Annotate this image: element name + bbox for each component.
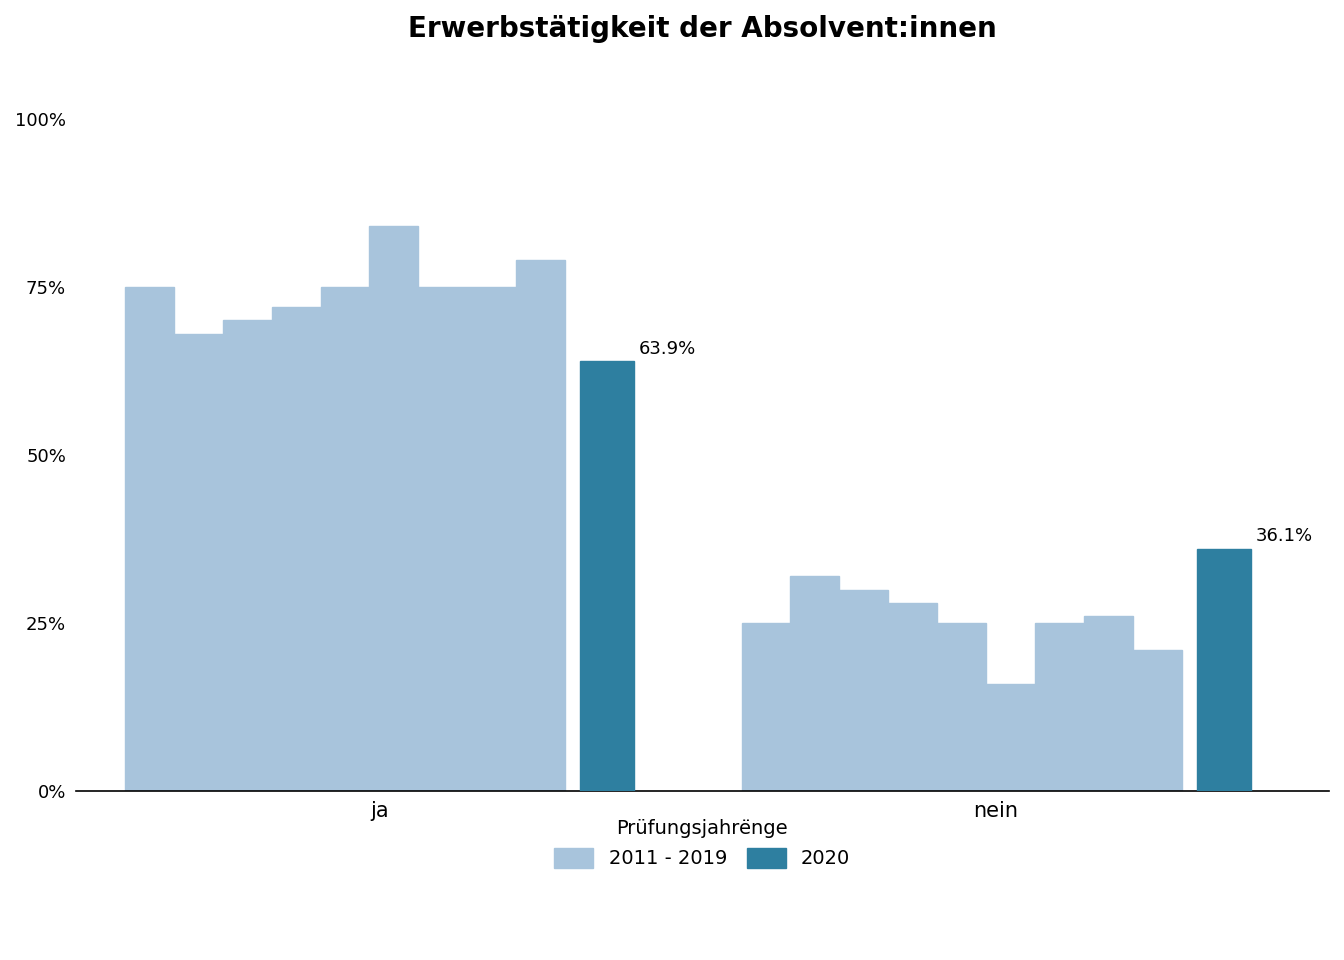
Polygon shape [1196,548,1251,791]
Polygon shape [742,576,1183,791]
Title: Erwerbstätigkeit der Absolvent:innen: Erwerbstätigkeit der Absolvent:innen [409,15,997,43]
Text: 63.9%: 63.9% [638,340,696,358]
Polygon shape [125,227,566,791]
Text: 36.1%: 36.1% [1255,527,1313,545]
Legend: 2011 - 2019, 2020: 2011 - 2019, 2020 [547,811,857,876]
Polygon shape [581,362,634,791]
